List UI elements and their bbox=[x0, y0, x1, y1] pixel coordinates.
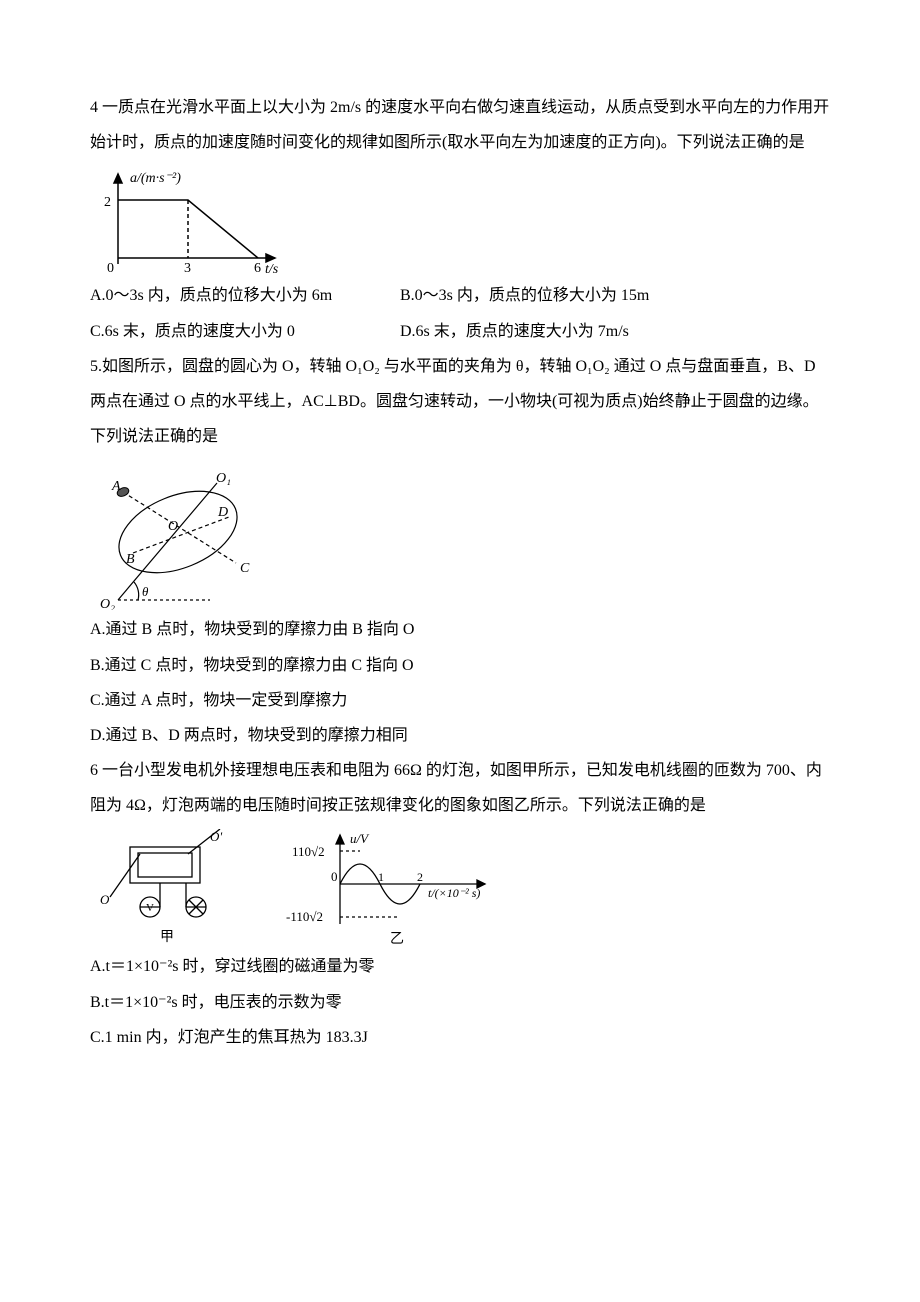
q6-xlabel: t/(×10⁻² s) bbox=[428, 886, 480, 900]
q4-origin: 0 bbox=[107, 261, 114, 276]
q6-u: u/V bbox=[350, 831, 370, 846]
q4-chart: a/(m·s⁻²) 2 0 3 6 t/s bbox=[90, 166, 830, 276]
q4-opt-b: B.0～3s 内，质点的位移大小为 15m bbox=[400, 287, 649, 304]
q6-xtick1: 1 bbox=[378, 870, 384, 884]
q5-stem: 5.如图所示，圆盘的圆心为 O，转轴 O₁O₂ 与水平面的夹角为 θ，转轴 O₁… bbox=[90, 349, 830, 455]
q5-lbl-D: D bbox=[217, 505, 228, 520]
q5-lbl-A: A bbox=[111, 479, 121, 494]
q5-opt-a: A.通过 B 点时，物块受到的摩擦力由 B 指向 O bbox=[90, 612, 830, 647]
q5-lbl-B: B bbox=[126, 552, 135, 567]
q4-xtick-6: 6 bbox=[254, 261, 261, 276]
q5-opt-c: C.通过 A 点时，物块一定受到摩擦力 bbox=[90, 683, 830, 718]
q4-ylabel: a/(m·s⁻²) bbox=[130, 171, 181, 186]
q5-opt-d: D.通过 B、D 两点时，物块受到的摩擦力相同 bbox=[90, 718, 830, 753]
q6-opt-a: A.t＝1×10⁻²s 时，穿过线圈的磁通量为零 bbox=[90, 949, 830, 984]
q5-lbl-C: C bbox=[240, 561, 250, 576]
q6-opt-b: B.t＝1×10⁻²s 时，电压表的示数为零 bbox=[90, 985, 830, 1020]
q4-xtick-3: 3 bbox=[184, 261, 191, 276]
q6-xtick2: 2 bbox=[417, 870, 423, 884]
q5-lbl-O: O bbox=[168, 519, 178, 534]
q6-wave: u/V 110√2 0 -110√2 1 2 t/(×10⁻² s) 乙 bbox=[280, 829, 500, 949]
q4-stem: 4 一质点在光滑水平面上以大小为 2m/s 的速度水平向右做匀速直线运动，从质点… bbox=[90, 90, 830, 160]
q6-circuit: V O O' 甲 bbox=[90, 829, 240, 949]
q5-opt-b: B.通过 C 点时，物块受到的摩擦力由 C 指向 O bbox=[90, 648, 830, 683]
q6-cap2: 乙 bbox=[390, 931, 404, 947]
q6-opt-c: C.1 min 内，灯泡产生的焦耳热为 183.3J bbox=[90, 1020, 830, 1055]
q4-opt-a: A.0～3s 内，质点的位移大小为 6m bbox=[90, 287, 332, 304]
q6-cap1: 甲 bbox=[160, 930, 174, 945]
q5-lbl-theta: θ bbox=[142, 584, 149, 599]
q6-Op: O' bbox=[210, 829, 222, 844]
q5-lbl-O2: O₂ bbox=[100, 597, 115, 610]
q4-ytick-2: 2 bbox=[104, 195, 111, 210]
q5-diagram: A B C D O O₁ O₂ θ bbox=[90, 460, 830, 610]
q6-O: O bbox=[100, 892, 110, 907]
q6-V: V bbox=[146, 902, 154, 914]
q6-stem: 6 一台小型发电机外接理想电压表和电阻为 66Ω 的灯泡，如图甲所示，已知发电机… bbox=[90, 753, 830, 823]
q4-opt-d: D.6s 末，质点的速度大小为 7m/s bbox=[400, 323, 629, 340]
q4-opt-c: C.6s 末，质点的速度大小为 0 bbox=[90, 323, 295, 340]
q6-amp-pos: 110√2 bbox=[292, 844, 325, 859]
q6-wave-0: 0 bbox=[331, 869, 338, 884]
q4-xlabel: t/s bbox=[265, 262, 279, 276]
q5-lbl-O1: O₁ bbox=[216, 471, 231, 486]
q6-amp-neg: -110√2 bbox=[286, 909, 323, 924]
